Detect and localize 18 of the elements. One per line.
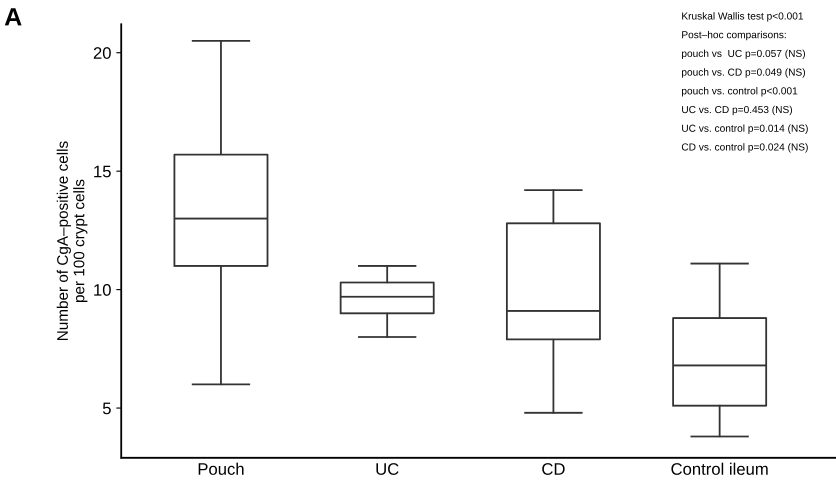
annotation: UC vs. control p=0.014 (NS) xyxy=(682,124,808,134)
annotation: CD vs. control p=0.024 (NS) xyxy=(682,143,808,153)
y-tick-label: 20 xyxy=(94,47,111,59)
y-axis-title: Number of CgA–positive cells per 100 crypt cells xyxy=(56,141,88,340)
y-tick-label: 10 xyxy=(94,284,111,296)
x-tick-label: Pouch xyxy=(198,462,244,475)
annotation: UC vs. CD p=0.453 (NS) xyxy=(682,106,792,116)
annotation: pouch vs. control p<0.001 xyxy=(682,86,798,96)
x-tick-label: Control ileum xyxy=(671,462,768,475)
y-tick-label: 5 xyxy=(102,402,111,414)
x-tick-label: UC xyxy=(376,463,399,475)
y-tick-label: 15 xyxy=(94,166,111,178)
annotation: Post–hoc comparisons: xyxy=(682,30,786,40)
x-tick-label: CD xyxy=(542,463,565,475)
text: Kruskal Wallis test p<0.001 xyxy=(682,12,804,22)
chart-title: A xyxy=(4,8,22,26)
annotation: pouch vs UC p=0.057 (NS) xyxy=(682,50,805,60)
annotation: pouch vs. CD p=0.049 (NS) xyxy=(682,68,805,78)
